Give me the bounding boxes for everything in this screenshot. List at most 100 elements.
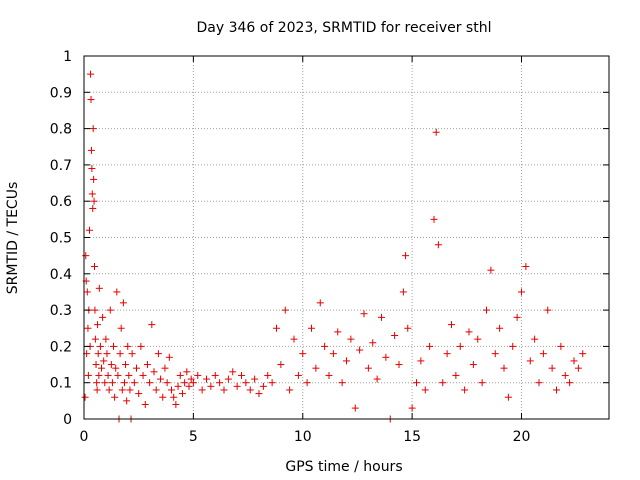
data-point <box>277 361 285 369</box>
data-point <box>135 390 143 398</box>
data-point <box>299 350 307 358</box>
data-point <box>93 379 101 387</box>
data-point <box>165 353 173 361</box>
data-point <box>170 393 178 401</box>
data-point <box>150 368 158 376</box>
data-point <box>128 350 136 358</box>
data-point <box>343 357 350 365</box>
data-point <box>469 361 477 369</box>
data-point <box>246 386 254 394</box>
data-point <box>111 393 119 401</box>
data-point <box>579 350 587 358</box>
data-point <box>491 350 499 358</box>
data-point <box>113 288 121 296</box>
data-point <box>421 386 429 394</box>
data-point <box>417 357 425 365</box>
x-tick-label: 0 <box>80 429 89 445</box>
data-point <box>94 321 102 329</box>
data-point <box>161 364 169 372</box>
data-point <box>351 404 359 412</box>
data-point <box>281 306 289 314</box>
data-point <box>259 382 267 390</box>
data-point <box>117 324 125 332</box>
data-point <box>118 386 126 394</box>
data-point <box>174 382 182 390</box>
data-point <box>216 379 224 387</box>
data-point <box>526 357 534 365</box>
data-point <box>251 375 259 383</box>
x-tick-label: 15 <box>403 429 421 445</box>
data-point <box>123 397 131 405</box>
data-point <box>139 371 147 379</box>
data-point <box>102 335 110 343</box>
y-tick-label: 0.7 <box>50 158 72 174</box>
y-tick-label: 0.9 <box>50 85 72 101</box>
data-point <box>478 379 486 387</box>
data-point <box>82 252 90 260</box>
y-tick-label: 0.1 <box>50 376 72 392</box>
y-tick-label: 0 <box>63 412 72 428</box>
data-point <box>106 306 114 314</box>
data-point <box>124 342 132 350</box>
data-point <box>181 379 189 387</box>
data-point <box>290 335 298 343</box>
data-point <box>100 357 108 365</box>
data-point <box>107 361 115 369</box>
data-point <box>187 375 195 383</box>
data-point <box>553 386 560 394</box>
data-point <box>294 371 302 379</box>
data-point <box>95 371 103 379</box>
y-tick-label: 0.2 <box>50 339 72 355</box>
data-point <box>378 313 385 321</box>
data-point <box>238 371 245 379</box>
data-point <box>94 350 102 358</box>
data-point <box>95 284 103 292</box>
data-point <box>185 382 193 390</box>
data-point <box>561 371 569 379</box>
data-point <box>426 342 434 350</box>
data-point <box>557 342 565 350</box>
y-axis-label: SRMTID / TECUs <box>5 182 21 295</box>
data-point <box>159 393 167 401</box>
data-point <box>103 350 111 358</box>
data-point <box>81 393 89 401</box>
chart-title: Day 346 of 2023, SRMTID for receiver sth… <box>197 20 492 36</box>
data-point <box>500 364 508 372</box>
data-points <box>81 70 587 423</box>
data-point <box>91 335 99 343</box>
data-point <box>395 361 403 369</box>
grid <box>84 56 609 419</box>
data-point <box>233 382 241 390</box>
data-point <box>120 379 128 387</box>
data-point <box>90 197 98 205</box>
data-point <box>496 324 504 332</box>
data-point <box>452 371 460 379</box>
data-point <box>465 328 473 336</box>
data-point <box>98 364 105 372</box>
data-point <box>531 335 539 343</box>
data-point <box>474 335 482 343</box>
data-point <box>152 386 160 394</box>
data-point <box>544 306 552 314</box>
data-point <box>92 361 100 369</box>
data-point <box>119 299 127 307</box>
y-tick-label: 1 <box>63 49 72 65</box>
data-point <box>88 190 96 198</box>
data-point <box>83 288 91 296</box>
data-point <box>518 288 525 296</box>
data-point <box>137 342 145 350</box>
axis-ticks: 00.10.20.30.40.50.60.70.80.910 5 10 15 20 <box>50 49 609 445</box>
y-tick-label: 0.8 <box>50 122 72 138</box>
data-point <box>125 371 133 379</box>
data-point <box>198 386 206 394</box>
data-point <box>207 382 215 390</box>
data-point <box>84 324 92 332</box>
data-point <box>203 375 210 383</box>
data-point <box>308 324 315 332</box>
data-point <box>112 364 120 372</box>
data-point <box>566 379 574 387</box>
data-point <box>325 371 333 379</box>
data-point <box>461 386 469 394</box>
data-point <box>487 266 495 274</box>
data-point <box>96 342 104 350</box>
